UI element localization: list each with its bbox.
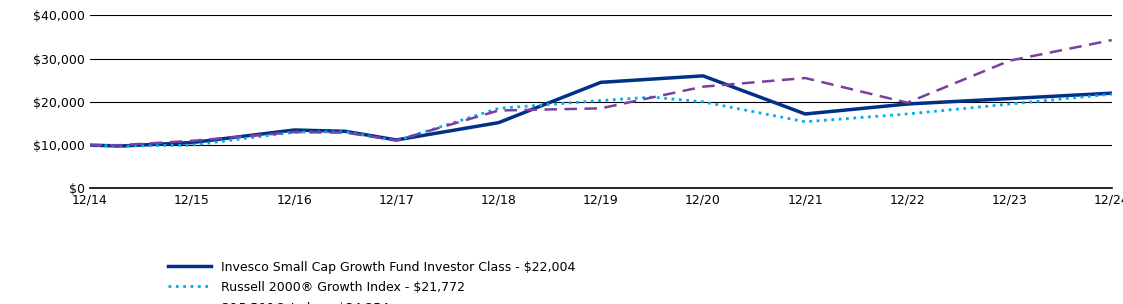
S&P 500® Index - $34,254 xyxy=(390,139,403,142)
S&P 500® Index - $34,254 xyxy=(287,130,301,134)
Legend: Invesco Small Cap Growth Fund Investor Class - $22,004, Russell 2000® Growth Ind: Invesco Small Cap Growth Fund Investor C… xyxy=(167,261,576,304)
S&P 500® Index - $34,254 xyxy=(185,139,199,143)
S&P 500® Index - $34,254 xyxy=(339,131,353,134)
Russell 2000® Growth Index - $21,772 xyxy=(1105,92,1119,96)
Line: Russell 2000® Growth Index - $21,772: Russell 2000® Growth Index - $21,772 xyxy=(90,94,1112,146)
Invesco Small Cap Growth Fund Investor Class - $22,004 xyxy=(390,138,403,142)
Line: Invesco Small Cap Growth Fund Investor Class - $22,004: Invesco Small Cap Growth Fund Investor C… xyxy=(90,76,1112,146)
S&P 500® Index - $34,254 xyxy=(1105,38,1119,42)
Russell 2000® Growth Index - $21,772 xyxy=(594,99,608,102)
Invesco Small Cap Growth Fund Investor Class - $22,004 xyxy=(492,121,505,124)
S&P 500® Index - $34,254 xyxy=(901,101,914,105)
S&P 500® Index - $34,254 xyxy=(492,109,505,112)
S&P 500® Index - $34,254 xyxy=(696,85,710,88)
Line: S&P 500® Index - $34,254: S&P 500® Index - $34,254 xyxy=(90,40,1112,145)
Russell 2000® Growth Index - $21,772 xyxy=(390,139,403,143)
Russell 2000® Growth Index - $21,772 xyxy=(901,112,914,116)
S&P 500® Index - $34,254 xyxy=(594,106,608,110)
Invesco Small Cap Growth Fund Investor Class - $22,004 xyxy=(83,143,97,147)
Invesco Small Cap Growth Fund Investor Class - $22,004 xyxy=(696,74,710,78)
Invesco Small Cap Growth Fund Investor Class - $22,004 xyxy=(339,130,353,133)
Russell 2000® Growth Index - $21,772 xyxy=(185,143,199,147)
Russell 2000® Growth Index - $21,772 xyxy=(492,106,505,110)
Russell 2000® Growth Index - $21,772 xyxy=(113,144,127,148)
Invesco Small Cap Growth Fund Investor Class - $22,004 xyxy=(1105,91,1119,95)
Invesco Small Cap Growth Fund Investor Class - $22,004 xyxy=(287,128,301,132)
S&P 500® Index - $34,254 xyxy=(83,143,97,147)
S&P 500® Index - $34,254 xyxy=(113,143,127,147)
Invesco Small Cap Growth Fund Investor Class - $22,004 xyxy=(901,102,914,106)
Invesco Small Cap Growth Fund Investor Class - $22,004 xyxy=(185,141,199,144)
Invesco Small Cap Growth Fund Investor Class - $22,004 xyxy=(594,81,608,84)
Invesco Small Cap Growth Fund Investor Class - $22,004 xyxy=(798,112,812,116)
Invesco Small Cap Growth Fund Investor Class - $22,004 xyxy=(113,144,127,148)
Russell 2000® Growth Index - $21,772 xyxy=(645,95,658,99)
S&P 500® Index - $34,254 xyxy=(1003,59,1016,63)
Russell 2000® Growth Index - $21,772 xyxy=(83,143,97,147)
Russell 2000® Growth Index - $21,772 xyxy=(696,100,710,104)
Russell 2000® Growth Index - $21,772 xyxy=(339,130,353,133)
S&P 500® Index - $34,254 xyxy=(798,76,812,80)
Russell 2000® Growth Index - $21,772 xyxy=(798,120,812,124)
Russell 2000® Growth Index - $21,772 xyxy=(287,130,301,134)
